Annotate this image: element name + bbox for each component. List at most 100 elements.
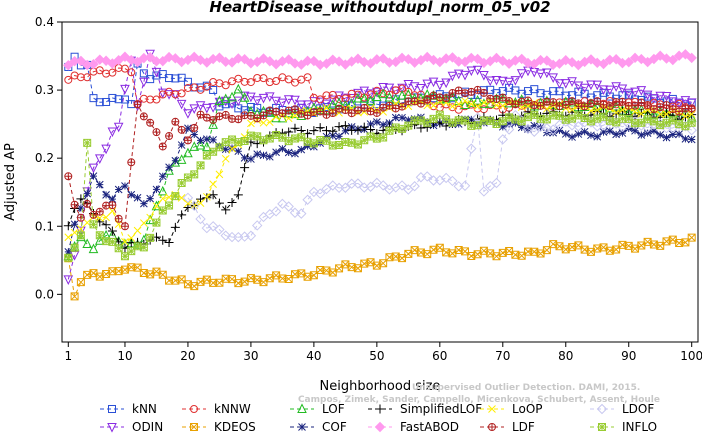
data-point-ldf xyxy=(165,132,174,141)
data-point-ldf xyxy=(669,105,677,113)
data-point-cof xyxy=(165,163,173,172)
data-point-fastabod xyxy=(220,56,231,68)
data-point-cof xyxy=(366,120,375,128)
data-point-ldf xyxy=(178,126,186,134)
data-point-ldf xyxy=(461,89,469,97)
data-point-inflo xyxy=(83,138,92,147)
data-point-knn xyxy=(102,97,111,106)
data-point-ldf xyxy=(190,124,198,132)
data-point-fastabod xyxy=(535,54,546,66)
data-point-ldf xyxy=(341,106,349,114)
x-axis: 1 10 20 30 40 50 60 70 80 90 100 xyxy=(64,342,702,363)
data-point-ldf xyxy=(171,117,180,126)
data-point-odin xyxy=(378,83,388,93)
data-point-odin xyxy=(113,122,124,133)
data-point-ldf xyxy=(83,200,91,208)
data-point-fastabod xyxy=(308,55,320,67)
data-point-cof xyxy=(158,172,167,181)
data-point-ldf xyxy=(272,108,280,116)
data-point-odin xyxy=(359,86,370,97)
data-point-inflo xyxy=(177,179,186,188)
data-point-inflo xyxy=(631,119,640,128)
data-point-fastabod xyxy=(466,52,477,64)
data-point-ldf xyxy=(259,111,268,120)
data-point-knnw xyxy=(127,68,136,77)
data-point-cof xyxy=(102,191,110,199)
data-point-odin xyxy=(548,73,558,83)
data-point-ldf xyxy=(549,98,558,107)
data-point-loop xyxy=(202,192,211,201)
data-point-kdeos xyxy=(687,233,696,242)
data-point-loop xyxy=(473,102,482,111)
data-point-cof xyxy=(322,132,331,141)
data-point-ldf xyxy=(398,102,407,111)
data-point-inflo xyxy=(215,143,224,152)
data-point-ldf xyxy=(316,107,324,115)
data-point-cof xyxy=(121,182,129,190)
data-point-odin xyxy=(208,103,218,113)
data-point-cof xyxy=(303,142,312,150)
legend-label: ODIN xyxy=(132,420,163,434)
data-point-odin xyxy=(365,89,376,99)
data-point-simplifiedlof xyxy=(353,125,363,135)
data-point-lof xyxy=(183,147,193,158)
data-point-ldof xyxy=(478,186,490,197)
data-point-ldf xyxy=(253,114,262,123)
data-point-cof xyxy=(675,130,683,138)
legend-marker xyxy=(488,423,496,431)
data-point-ldf xyxy=(291,105,299,113)
data-point-odin xyxy=(321,99,332,110)
data-point-ldf xyxy=(562,101,570,109)
x-tick-label: 80 xyxy=(558,349,573,363)
legend-label: FastABOD xyxy=(400,420,459,434)
data-point-odin xyxy=(384,83,395,94)
x-tick-label: 70 xyxy=(495,349,510,363)
data-point-ldof xyxy=(365,181,376,192)
data-point-lof xyxy=(220,93,231,104)
data-point-knn xyxy=(114,95,123,104)
data-point-odin xyxy=(239,91,250,102)
data-point-ldf xyxy=(605,102,614,111)
data-point-fastabod xyxy=(113,54,124,66)
x-axis-label: Neighborhood size xyxy=(320,379,441,394)
legend-label: LOF xyxy=(322,402,345,416)
y-tick-label: 0.4 xyxy=(35,15,54,29)
data-point-ldf xyxy=(574,99,582,107)
data-point-lof xyxy=(189,141,200,151)
data-point-ldf xyxy=(385,102,393,110)
data-point-knnw xyxy=(83,73,92,82)
y-tick-label: 0.0 xyxy=(35,287,54,301)
data-point-ldf xyxy=(411,97,419,105)
data-point-fastabod xyxy=(365,58,376,69)
data-point-simplifiedlof xyxy=(611,109,621,119)
data-point-inflo xyxy=(561,115,570,124)
data-point-inflo xyxy=(259,136,268,145)
data-point-ldf xyxy=(360,104,368,112)
data-point-ldof xyxy=(377,180,389,191)
data-point-lof xyxy=(378,88,388,99)
data-point-inflo xyxy=(372,134,381,143)
data-point-ldf xyxy=(561,100,570,109)
data-point-cof xyxy=(391,113,400,122)
data-point-odin xyxy=(353,88,363,99)
data-point-ldf xyxy=(309,108,318,117)
data-point-fastabod xyxy=(214,52,225,63)
data-point-ldf xyxy=(222,111,230,119)
data-point-cof xyxy=(605,127,614,135)
data-point-knnw xyxy=(473,104,482,113)
data-point-loop xyxy=(492,101,501,110)
data-point-loop xyxy=(108,207,117,215)
data-point-ldf xyxy=(158,142,167,151)
data-point-ldf xyxy=(518,98,526,106)
data-point-lof xyxy=(176,154,187,164)
data-point-inflo xyxy=(360,136,369,145)
x-tick-label: 10 xyxy=(117,349,132,363)
legend-item-simplifiedlof: SimplifiedLOF xyxy=(368,402,482,416)
data-point-knnw xyxy=(76,73,85,82)
data-point-ldf xyxy=(71,201,79,209)
data-point-inflo xyxy=(429,114,438,123)
data-point-kdeos xyxy=(76,278,85,287)
data-point-loop xyxy=(127,234,136,242)
data-point-ldof xyxy=(252,220,263,231)
data-point-ldf xyxy=(177,125,186,134)
